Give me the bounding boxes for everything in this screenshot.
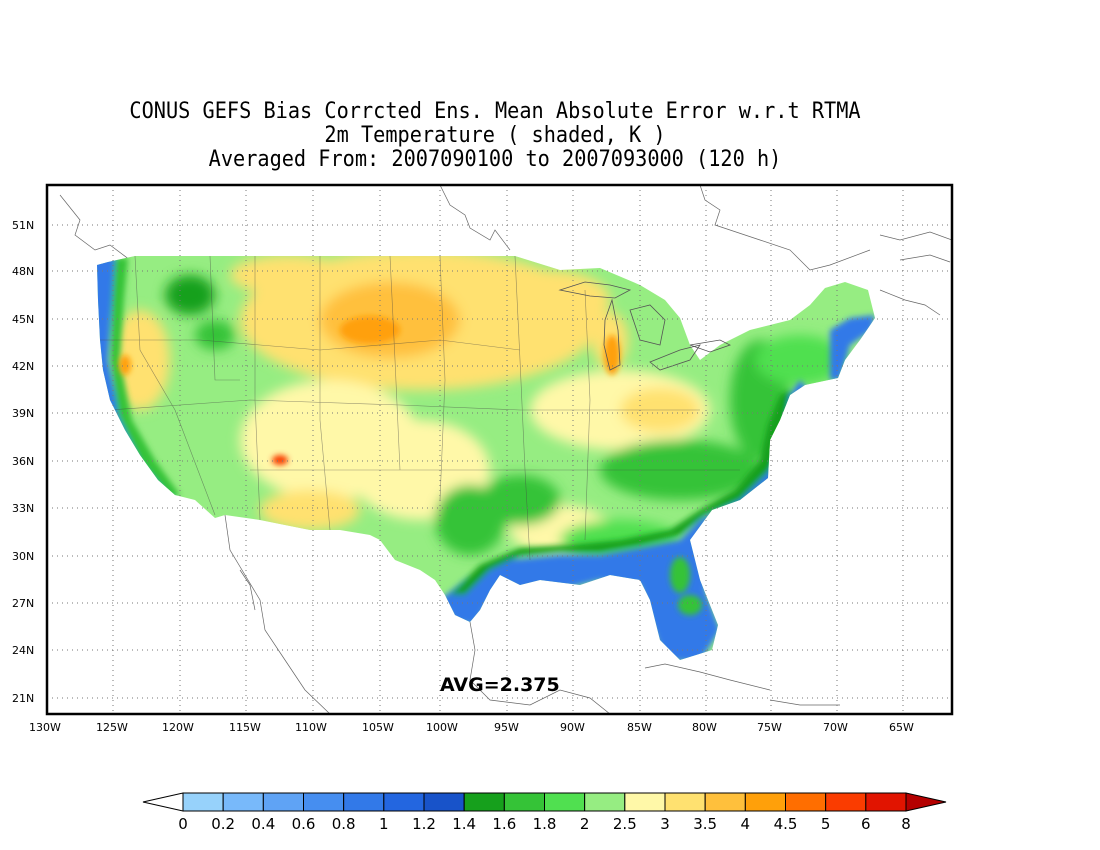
lon-label: 65W — [889, 721, 914, 734]
colorbar-swatch — [463, 792, 505, 812]
colorbar-swatches — [142, 792, 947, 812]
colorbar-swatch-over — [905, 792, 947, 812]
lat-label: 39N — [12, 407, 34, 420]
lon-label: 80W — [692, 721, 717, 734]
colorbar: 0 0.2 0.4 0.6 0.8 1 1.2 1.4 1.6 1.8 2 2.5 3 3.5 4 4.5 5 6… — [142, 792, 947, 833]
lat-label: 42N — [12, 360, 34, 373]
colorbar-swatch — [222, 792, 264, 812]
lat-label: 27N — [12, 597, 34, 610]
great-lakes — [558, 281, 732, 371]
colorbar-swatch-under — [142, 792, 184, 812]
colorbar-swatch — [423, 792, 465, 812]
colorbar-swatch — [664, 792, 706, 812]
colorbar-label: 5 — [821, 815, 831, 833]
colorbar-label: 2.5 — [613, 815, 637, 833]
lat-label: 51N — [12, 219, 34, 232]
lon-label: 120W — [162, 721, 194, 734]
map-title: CONUS GEFS Bias Corrcted Ens. Mean Absol… — [0, 100, 990, 172]
lon-label: 70W — [823, 721, 848, 734]
colorbar-label: 1.8 — [533, 815, 557, 833]
colorbar-label: 0 — [178, 815, 188, 833]
colorbar-label: 4.5 — [774, 815, 798, 833]
lat-label: 30N — [12, 550, 34, 563]
colorbar-swatch — [624, 792, 666, 812]
colorbar-label: 3.5 — [693, 815, 717, 833]
colorbar-swatch — [704, 792, 746, 812]
colorbar-swatch — [343, 792, 385, 812]
lat-label: 36N — [12, 455, 34, 468]
lat-axis: 51N 48N 45N 42N 39N 36N 33N 30N 27N 24N … — [12, 219, 34, 705]
colorbar-label: 0.4 — [251, 815, 275, 833]
colorbar-label: 0.8 — [332, 815, 356, 833]
colorbar-label: 4 — [741, 815, 751, 833]
lat-label: 33N — [12, 502, 34, 515]
colorbar-label: 1.4 — [452, 815, 476, 833]
colorbar-swatch — [785, 792, 827, 812]
title-line-2: 2m Temperature ( shaded, K ) — [324, 123, 666, 148]
colorbar-label: 6 — [861, 815, 871, 833]
lon-label: 105W — [362, 721, 394, 734]
colorbar-swatch — [825, 792, 867, 812]
country-outlines — [59, 185, 952, 714]
colorbar-label: 0.2 — [211, 815, 235, 833]
colorbar-swatch — [544, 792, 586, 812]
lon-label: 100W — [426, 721, 458, 734]
state-borders — [100, 256, 740, 561]
lon-label: 90W — [560, 721, 585, 734]
lon-label: 125W — [96, 721, 128, 734]
map-panel: 51N 48N 45N 42N 39N 36N 33N 30N 27N 24N … — [12, 183, 954, 734]
lat-label: 21N — [12, 692, 34, 705]
lon-label: 110W — [295, 721, 327, 734]
colorbar-label: 2 — [580, 815, 590, 833]
colorbar-swatch — [584, 792, 626, 812]
graticule — [47, 185, 952, 714]
colorbar-label: 1 — [379, 815, 389, 833]
colorbar-label: 8 — [901, 815, 911, 833]
colorbar-label: 1.2 — [412, 815, 436, 833]
map-frame — [45, 183, 954, 716]
colorbar-labels: 0 0.2 0.4 0.6 0.8 1 1.2 1.4 1.6 1.8 2 2.5 3 3.5 4 4.5 5 6… — [178, 815, 911, 833]
lon-label: 130W — [29, 721, 61, 734]
colorbar-label: 0.6 — [292, 815, 316, 833]
colorbar-label: 1.6 — [492, 815, 516, 833]
colorbar-swatch — [262, 792, 305, 812]
title-line-1: CONUS GEFS Bias Corrcted Ens. Mean Absol… — [129, 99, 861, 124]
lon-label: 95W — [494, 721, 519, 734]
lon-label: 75W — [757, 721, 782, 734]
shaded-field — [97, 256, 875, 660]
average-value-label: AVG=2.375 — [440, 674, 560, 696]
lon-label: 85W — [627, 721, 652, 734]
lat-label: 24N — [12, 644, 34, 657]
colorbar-label: 3 — [660, 815, 670, 833]
title-line-3: Averaged From: 2007090100 to 2007093000 … — [208, 147, 782, 172]
lon-axis: 130W 125W 120W 115W 110W 105W 100W 95W 9… — [29, 721, 914, 734]
lon-label: 115W — [229, 721, 261, 734]
colorbar-swatch — [503, 792, 546, 812]
colorbar-swatch — [383, 792, 425, 812]
lat-label: 45N — [12, 313, 34, 326]
colorbar-swatch — [865, 792, 907, 812]
colorbar-swatch — [744, 792, 786, 812]
colorbar-swatch — [182, 792, 224, 812]
colorbar-swatch — [303, 792, 345, 812]
lat-label: 48N — [12, 265, 34, 278]
